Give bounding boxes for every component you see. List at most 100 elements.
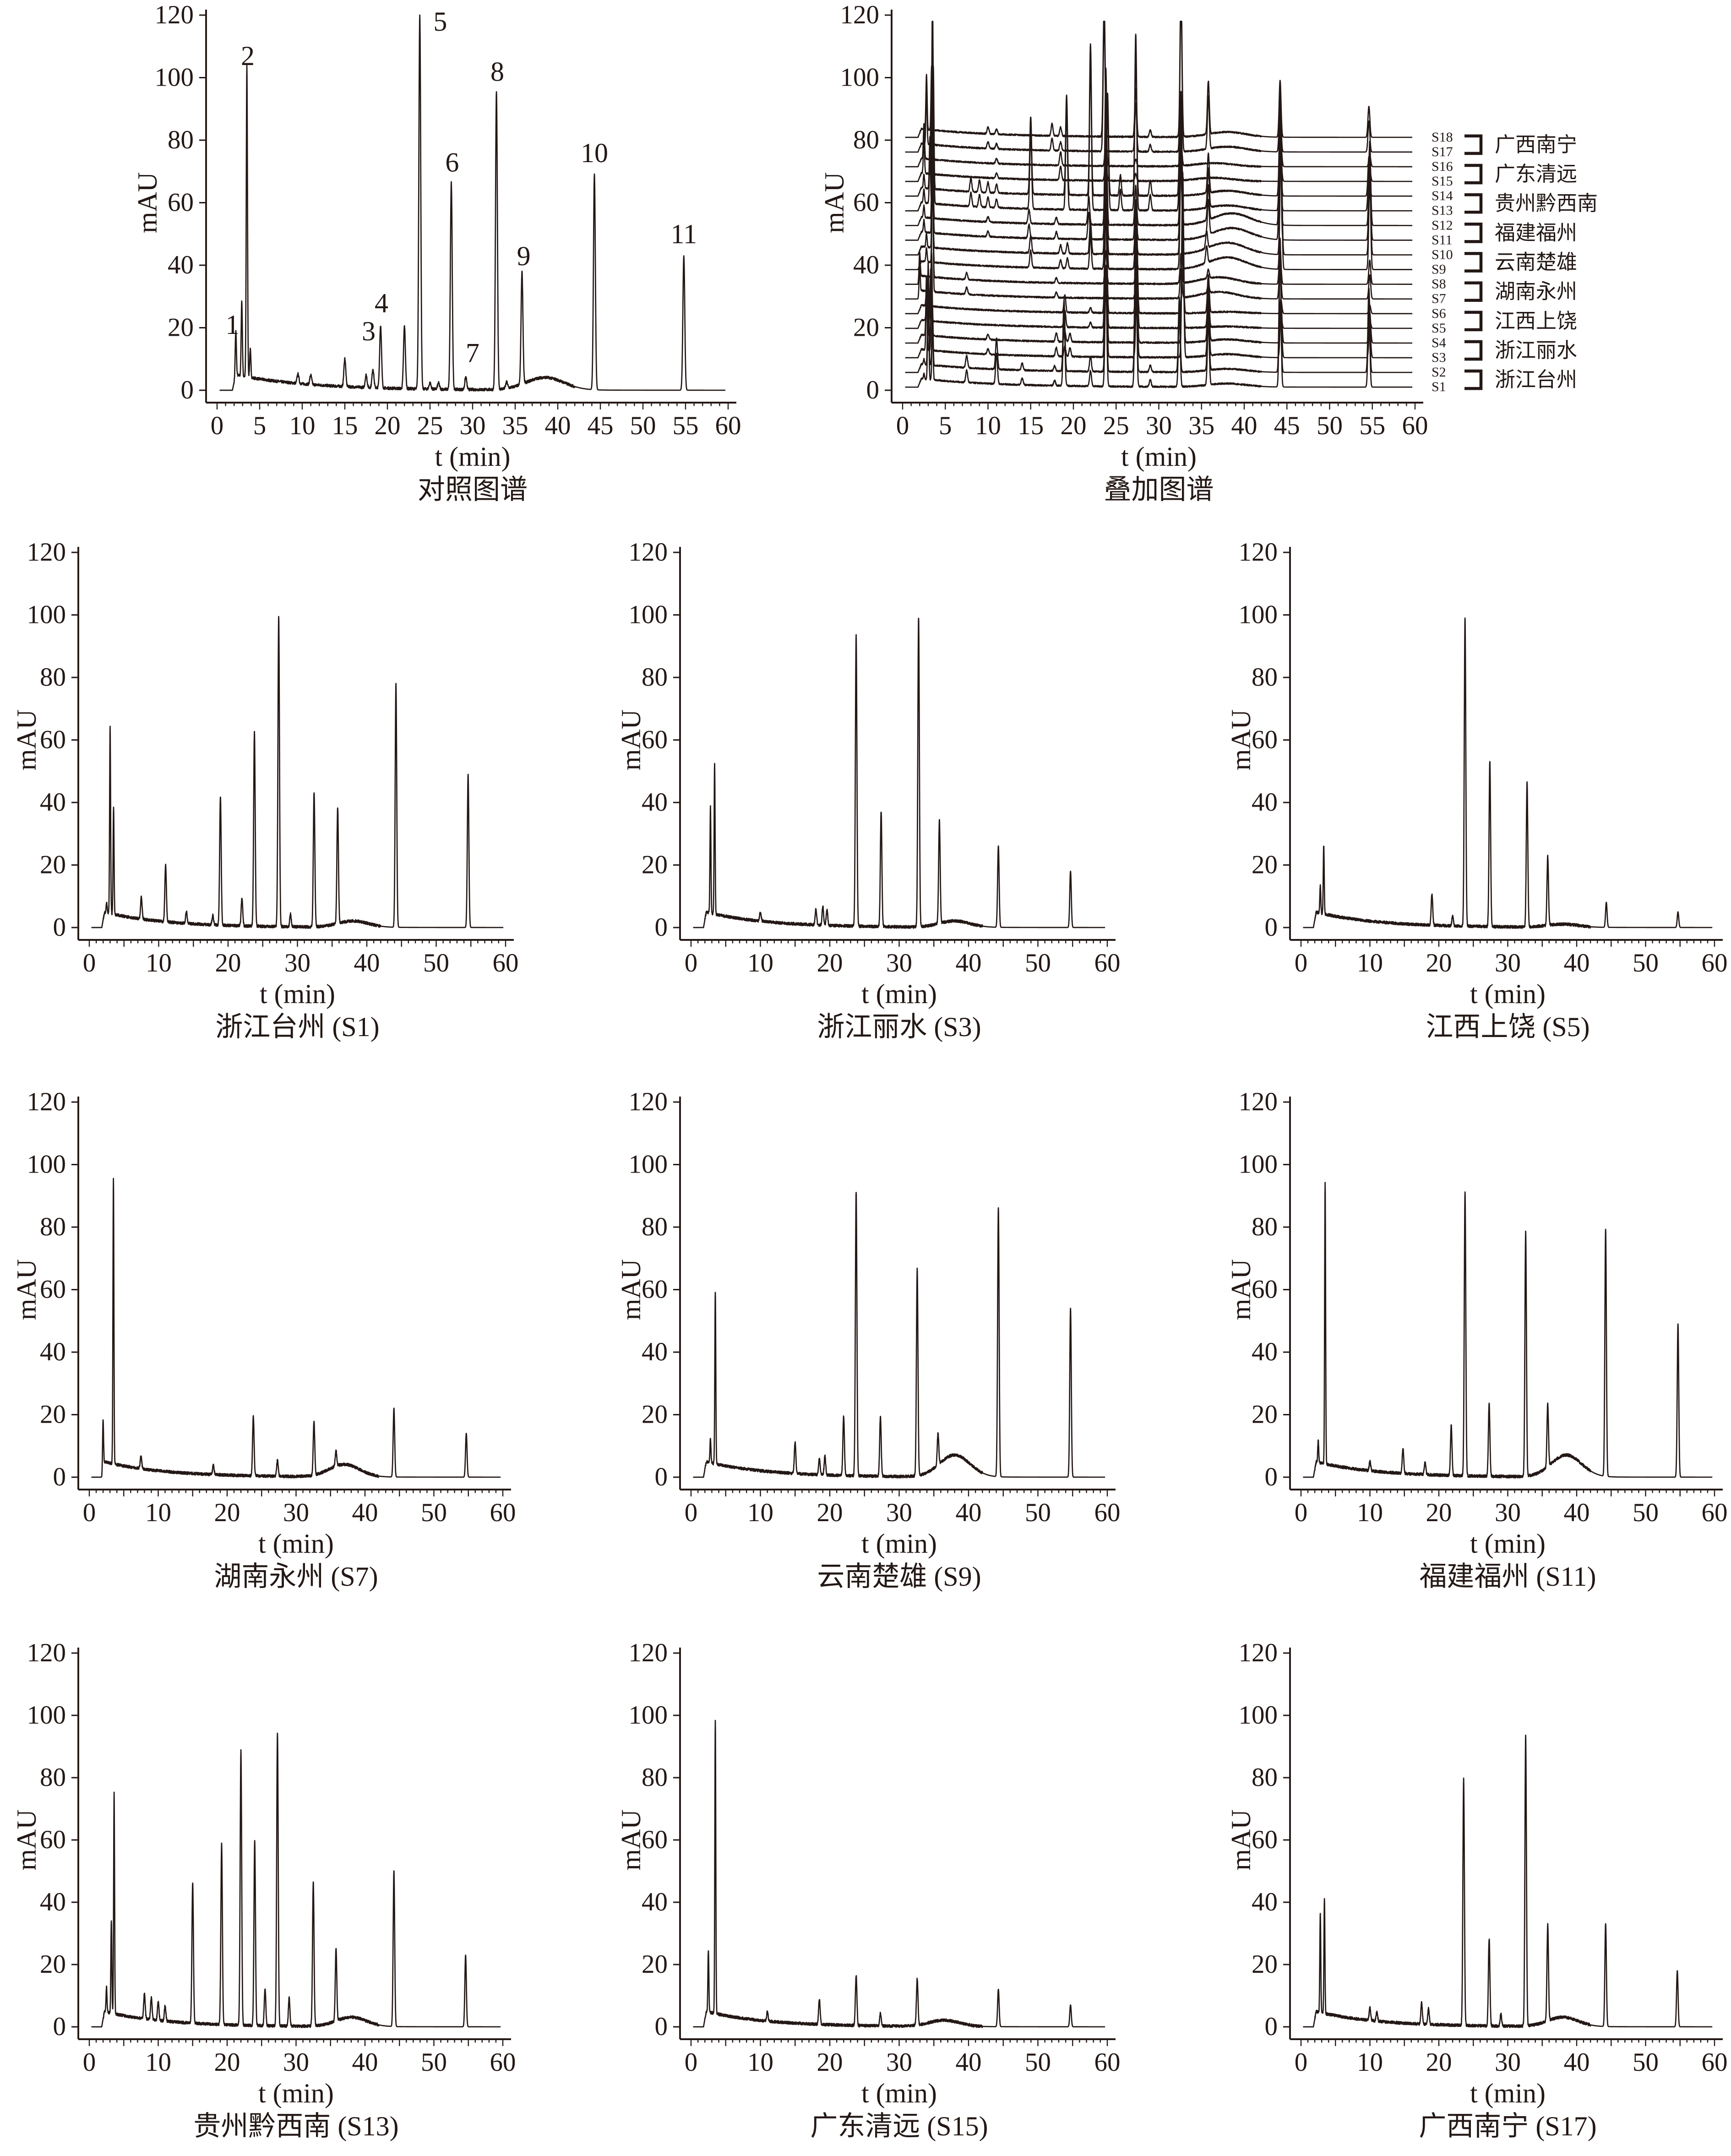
y-tick-label: 120 (1239, 1087, 1278, 1116)
y-tick-label: 100 (629, 1150, 668, 1179)
trace-S1 (904, 215, 1413, 388)
y-tick-label: 60 (40, 1275, 66, 1304)
chart-panel-S7: 0 10 20 30 40 50 60 0 20 40 60 80 100 120 t (min)湖南永州 … (11, 1087, 516, 1592)
x-tick-label: 30 (460, 411, 486, 440)
y-tick-label: 40 (40, 1888, 66, 1916)
group-label: 广西南宁 (1495, 133, 1577, 156)
x-tick-label: 10 (1357, 2048, 1383, 2077)
y-tick-label: 20 (40, 1950, 66, 1979)
x-tick-label: 45 (1274, 411, 1300, 440)
x-tick-label: 60 (715, 411, 741, 440)
trace-label: S9 (1432, 262, 1446, 277)
y-tick-label: 0 (866, 376, 880, 404)
chromatogram-trace (1302, 1182, 1713, 1479)
chart-title: 湖南永州 (S7) (214, 1561, 378, 1592)
x-tick-label: 55 (673, 411, 699, 440)
trace-label: S8 (1432, 277, 1446, 292)
peak-label: 2 (241, 41, 255, 71)
x-tick-label: 20 (375, 411, 401, 440)
x-tick-label: 50 (1025, 949, 1051, 977)
x-tick-label: 50 (423, 949, 449, 977)
chart-panel-reference: 0 5 10 15 20 25 30 35 40 45 50 55 60020406080100120t… (132, 0, 741, 505)
x-tick-label: 0 (1295, 1498, 1308, 1527)
group-bracket (1464, 193, 1483, 214)
y-tick-label: 60 (1252, 726, 1278, 754)
x-tick-label: 60 (493, 949, 519, 977)
x-axis-label: t (min) (1470, 979, 1546, 1009)
x-tick-label: 0 (83, 2048, 96, 2077)
x-tick-label: 15 (1018, 411, 1044, 440)
chart-panel-S17: 0 10 20 30 40 50 60 0 20 40 60 80 100 120 t (min)广西南宁 … (1226, 1638, 1728, 2141)
x-tick-label: 50 (421, 2048, 447, 2077)
x-tick-label: 10 (747, 2048, 773, 2077)
y-tick-label: 80 (853, 126, 879, 154)
chromatogram-trace (219, 14, 726, 392)
x-tick-label: 20 (214, 1498, 240, 1527)
x-tick-label: 10 (975, 411, 1001, 440)
y-axis-label: mAU (11, 1259, 42, 1320)
chromatogram-trace (692, 1719, 1106, 2028)
x-tick-label: 40 (1231, 411, 1257, 440)
y-tick-label: 0 (53, 913, 66, 942)
x-tick-label: 0 (83, 949, 96, 977)
y-tick-label: 80 (642, 663, 668, 692)
x-tick-label: 50 (421, 1498, 447, 1527)
x-tick-label: 40 (545, 411, 571, 440)
chart-panel-overlay: 0 5 10 15 20 25 30 35 40 45 50 55 60 0 20 40 60 80 100 120 t… (819, 0, 1598, 505)
y-tick-label: 80 (40, 663, 66, 692)
x-tick-label: 0 (685, 2048, 698, 2077)
y-axis-label: mAU (819, 172, 849, 233)
x-tick-label: 10 (747, 1498, 773, 1527)
x-tick-label: 5 (939, 411, 952, 440)
chart-title: 对照图谱 (418, 475, 528, 505)
chart-title: 浙江丽水 (S3) (817, 1012, 981, 1042)
trace-label: S7 (1432, 291, 1446, 306)
trace-S6 (904, 142, 1413, 315)
y-tick-label: 60 (1252, 1825, 1278, 1854)
y-tick-label: 100 (629, 1701, 668, 1730)
chart-title: 广东清远 (S15) (810, 2111, 988, 2141)
x-tick-label: 0 (83, 1498, 96, 1527)
x-axis-label: t (min) (258, 2078, 334, 2108)
trace-S12 (904, 63, 1413, 227)
x-tick-label: 50 (1633, 949, 1659, 977)
y-tick-label: 20 (1252, 851, 1278, 879)
x-tick-label: 15 (332, 411, 358, 440)
peak-label: 7 (466, 338, 479, 368)
trace-S3 (904, 186, 1413, 359)
x-tick-label: 10 (1357, 949, 1383, 977)
chart-title: 浙江台州 (S1) (215, 1012, 379, 1042)
x-tick-label: 35 (1188, 411, 1214, 440)
y-tick-label: 60 (1252, 1275, 1278, 1304)
y-tick-label: 20 (642, 1950, 668, 1979)
chart-panel-S13: 0 10 20 30 40 50 60 0 20 40 60 80 100 120 t (min)贵州黔西南… (11, 1638, 516, 2141)
trace-S2 (904, 202, 1413, 374)
chart-panel-S9: 0 10 20 30 40 50 60 0 20 40 60 80 100 120 t (min)云南楚雄 … (616, 1087, 1120, 1592)
y-tick-label: 60 (642, 1825, 668, 1854)
y-tick-label: 40 (1252, 1337, 1278, 1366)
trace-label: S18 (1432, 130, 1453, 145)
chart-title: 福建福州 (S11) (1419, 1561, 1596, 1592)
x-tick-label: 60 (490, 2048, 516, 2077)
y-tick-label: 100 (1239, 600, 1278, 629)
group-bracket (1464, 340, 1483, 361)
trace-S17 (904, 21, 1413, 153)
x-tick-label: 60 (1702, 1498, 1728, 1527)
y-tick-label: 20 (1252, 1400, 1278, 1429)
y-tick-label: 120 (1239, 1638, 1278, 1667)
trace-label: S5 (1432, 321, 1446, 336)
x-tick-label: 0 (685, 949, 698, 977)
y-axis-label: mAU (1226, 1809, 1256, 1870)
x-tick-label: 60 (1094, 1498, 1121, 1527)
x-tick-label: 20 (215, 949, 241, 977)
y-tick-label: 20 (168, 313, 194, 342)
group-bracket (1464, 164, 1483, 185)
y-tick-label: 100 (27, 1701, 66, 1730)
trace-label: S6 (1432, 306, 1446, 321)
x-axis-label: t (min) (861, 1528, 937, 1559)
y-tick-label: 60 (168, 188, 194, 217)
y-tick-label: 80 (40, 1763, 66, 1792)
y-axis-label: mAU (1226, 1259, 1256, 1320)
x-tick-label: 45 (588, 411, 614, 440)
